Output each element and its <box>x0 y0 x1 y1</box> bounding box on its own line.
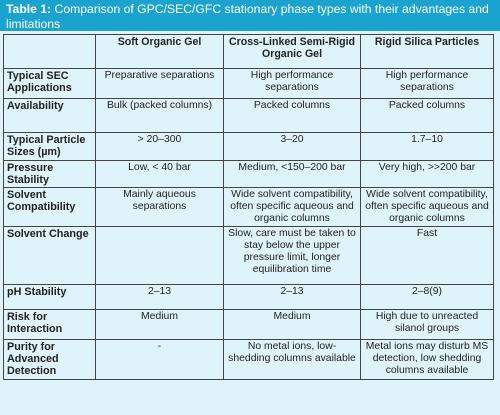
table-row: Typical Particle Sizes (µm) > 20–300 3–2… <box>3 132 494 161</box>
table-row: Purity for Advanced Detection - No metal… <box>3 339 494 380</box>
table-cell: Packed columns <box>223 98 361 133</box>
header-empty <box>3 34 96 69</box>
table-cell: 2–13 <box>223 284 361 310</box>
table-cell: No metal ions, low-shedding columns avai… <box>223 339 361 380</box>
table-cell <box>95 226 224 285</box>
table-cell: Wide solvent compatibility, often specif… <box>360 187 494 227</box>
row-label: pH Stability <box>3 284 96 310</box>
header-rigid-silica: Rigid Silica Particles <box>360 34 494 69</box>
row-label: Risk for Interaction <box>3 309 96 340</box>
table-row: Typical SEC Applications Preparative sep… <box>3 68 494 99</box>
header-soft-organic-gel: Soft Organic Gel <box>95 34 224 69</box>
table-cell: 3–20 <box>223 132 361 161</box>
row-label: Typical Particle Sizes (µm) <box>3 132 96 161</box>
table-row: Availability Bulk (packed columns) Packe… <box>3 98 494 133</box>
header-cross-linked-gel: Cross-Linked Semi-Rigid Organic Gel <box>223 34 361 69</box>
table-row: Pressure Stability Low, < 40 bar Medium,… <box>3 160 494 188</box>
table-cell: 2–8(9) <box>360 284 494 310</box>
table-cell: 1.7–10 <box>360 132 494 161</box>
table-cell: High performance separations <box>223 68 361 99</box>
caption-label: Table 1: <box>6 2 52 16</box>
table-cell: Preparative separations <box>95 68 224 99</box>
table-caption: Table 1: Comparison of GPC/SEC/GFC stati… <box>0 0 500 31</box>
table-cell: High performance separations <box>360 68 494 99</box>
table-row: Solvent Compatibility Mainly aqueous sep… <box>3 187 494 227</box>
table-cell: Medium <box>95 309 224 340</box>
table-cell: Bulk (packed columns) <box>95 98 224 133</box>
table-cell: Medium <box>223 309 361 340</box>
table-cell: Mainly aqueous separations <box>95 187 224 227</box>
table-cell: Fast <box>360 226 494 285</box>
caption-text: Comparison of GPC/SEC/GFC stationary pha… <box>6 2 489 31</box>
table-cell: Wide solvent compatibility, often specif… <box>223 187 361 227</box>
table-cell: High due to unreacted silanol groups <box>360 309 494 340</box>
table-cell: Medium, <150–200 bar <box>223 160 361 188</box>
table-cell: 2–13 <box>95 284 224 310</box>
table-row: pH Stability 2–13 2–13 2–8(9) <box>3 284 494 310</box>
header-row: Soft Organic Gel Cross-Linked Semi-Rigid… <box>3 34 494 69</box>
table-cell: Packed columns <box>360 98 494 133</box>
comparison-table: Soft Organic Gel Cross-Linked Semi-Rigid… <box>3 34 494 380</box>
row-label: Solvent Change <box>3 226 96 285</box>
table-cell: > 20–300 <box>95 132 224 161</box>
table-cell: Very high, >>200 bar <box>360 160 494 188</box>
row-label: Solvent Compatibility <box>3 187 96 227</box>
table-cell: Low, < 40 bar <box>95 160 224 188</box>
row-label: Pressure Stability <box>3 160 96 188</box>
table-row: Risk for Interaction Medium Medium High … <box>3 309 494 340</box>
table-cell: Slow, care must be taken to stay below t… <box>223 226 361 285</box>
table-row: Solvent Change Slow, care must be taken … <box>3 226 494 285</box>
table-cell: - <box>95 339 224 380</box>
row-label: Availability <box>3 98 96 133</box>
row-label: Typical SEC Applications <box>3 68 96 99</box>
table-cell: Metal ions may disturb MS detection, low… <box>360 339 494 380</box>
row-label: Purity for Advanced Detection <box>3 339 96 380</box>
